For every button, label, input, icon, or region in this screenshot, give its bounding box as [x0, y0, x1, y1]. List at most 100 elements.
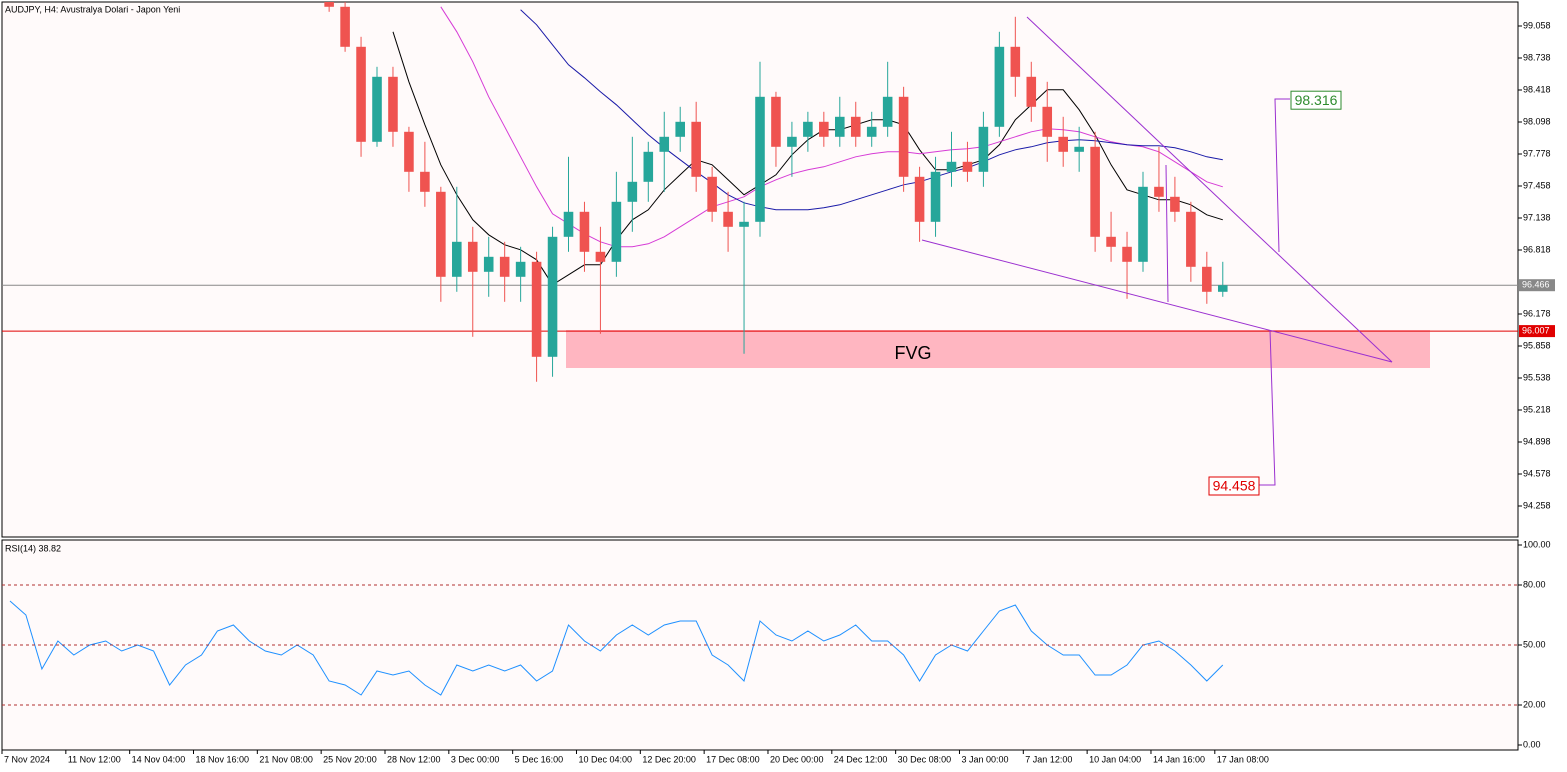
- candle-body: [436, 191, 446, 277]
- candle-body: [691, 121, 701, 177]
- y-tick-label: 97.778: [1523, 148, 1551, 158]
- candle-body: [755, 96, 765, 222]
- target-label: 98.316: [1295, 92, 1338, 108]
- candle-body: [627, 181, 638, 202]
- x-tick-label: 21 Nov 08:00: [259, 754, 313, 764]
- target-box: [1290, 90, 1342, 110]
- x-tick-label: 14 Jan 16:00: [1153, 754, 1205, 764]
- fvg-zone: [566, 330, 1430, 368]
- candle-body: [819, 121, 829, 137]
- y-tick-label: 94.578: [1523, 468, 1551, 478]
- y-tick-label: 100.00: [1523, 539, 1551, 549]
- x-tick-label: 10 Dec 04:00: [578, 754, 632, 764]
- x-tick-label: 28 Nov 12:00: [387, 754, 441, 764]
- y-tick-label: 97.458: [1523, 180, 1551, 190]
- x-tick-label: 20 Dec 00:00: [770, 754, 824, 764]
- x-tick-label: 11 Nov 12:00: [68, 754, 121, 764]
- candle-body: [324, 2, 334, 7]
- y-tick-label: 98.738: [1523, 52, 1551, 62]
- target-label: 94.458: [1213, 478, 1256, 494]
- candle-body: [898, 96, 909, 177]
- x-tick-label: 7 Jan 12:00: [1025, 754, 1072, 764]
- trend-line: [1026, 16, 1393, 363]
- candle-body: [643, 151, 654, 182]
- y-tick-label: 95.858: [1523, 340, 1551, 350]
- candle-body: [1026, 76, 1037, 107]
- level-label: 96.007: [1522, 325, 1550, 335]
- fvg-label: FVG: [894, 343, 931, 363]
- candle-body: [914, 176, 925, 222]
- chart-title: AUDJPY, H4: Avustralya Dolari - Japon Ye…: [5, 4, 180, 14]
- candle-body: [515, 261, 526, 277]
- y-tick-label: 50.00: [1523, 639, 1546, 649]
- y-tick-label: 80.00: [1523, 579, 1546, 589]
- candle-body: [1074, 146, 1084, 152]
- candle-body: [882, 96, 893, 127]
- projection-line: [1274, 98, 1290, 253]
- candle-body: [388, 76, 398, 132]
- target-box: [1208, 476, 1260, 496]
- candle-body: [787, 136, 797, 147]
- level-box: [1519, 325, 1555, 338]
- rsi-plot: [9, 600, 1224, 696]
- x-tick-label: 12 Dec 20:00: [642, 754, 696, 764]
- candle-body: [1090, 146, 1100, 237]
- candle-body: [978, 126, 989, 172]
- candle-body: [771, 96, 781, 147]
- x-tick-label: 24 Dec 12:00: [834, 754, 888, 764]
- candle-body: [946, 161, 957, 172]
- projection-line: [1258, 329, 1276, 486]
- candle-body: [930, 171, 941, 222]
- candle-body: [420, 171, 430, 192]
- x-tick-label: 18 Nov 16:00: [195, 754, 249, 764]
- candle-body: [1217, 285, 1228, 292]
- y-tick-label: 98.418: [1523, 84, 1551, 94]
- x-tick-label: 10 Jan 04:00: [1089, 754, 1141, 764]
- y-tick-label: 96.178: [1523, 308, 1551, 318]
- candle-body: [467, 241, 478, 272]
- candle-body: [1186, 211, 1196, 267]
- candle-body: [579, 211, 590, 252]
- candle-body: [1010, 46, 1021, 77]
- candle-body: [1202, 266, 1212, 292]
- candle-body: [1058, 136, 1068, 152]
- candle-body: [739, 221, 749, 227]
- x-tick-label: 30 Dec 08:00: [898, 754, 952, 764]
- candle-body: [483, 256, 494, 272]
- candle-body: [1138, 186, 1148, 262]
- y-tick-label: 97.138: [1523, 212, 1551, 222]
- candle-body: [675, 121, 685, 137]
- x-tick-label: 25 Nov 20:00: [323, 754, 377, 764]
- candle-body: [866, 126, 877, 137]
- candle-body: [563, 211, 574, 237]
- y-tick-label: 94.898: [1523, 436, 1551, 446]
- x-tick-label: 3 Dec 00:00: [451, 754, 500, 764]
- candle-body: [994, 46, 1005, 127]
- candle-body: [850, 116, 861, 137]
- candle-body: [452, 241, 462, 277]
- moving-average: [520, 9, 1223, 211]
- candle-body: [707, 176, 717, 212]
- x-tick-label: 17 Dec 08:00: [706, 754, 760, 764]
- y-tick-label: 95.538: [1523, 372, 1551, 382]
- candle-body: [404, 131, 414, 172]
- candle-body: [356, 46, 366, 142]
- x-tick-label: 7 Nov 2024: [4, 754, 50, 764]
- y-tick-label: 98.098: [1523, 116, 1551, 126]
- candle-body: [1122, 246, 1132, 262]
- candle-body: [1170, 196, 1180, 212]
- candle-body: [962, 161, 973, 172]
- y-tick-label: 99.058: [1523, 20, 1551, 30]
- candle-body: [372, 76, 382, 142]
- rsi-line: [9, 600, 1224, 696]
- candle-body: [835, 116, 845, 137]
- trend-line: [921, 239, 1393, 363]
- x-tick-label: 5 Dec 16:00: [515, 754, 564, 764]
- last-price-label: 96.466: [1522, 280, 1550, 290]
- x-tick-label: 14 Nov 04:00: [132, 754, 186, 764]
- candle-body: [499, 256, 510, 277]
- y-tick-label: 95.218: [1523, 404, 1551, 414]
- rsi-title: RSI(14) 38.82: [5, 543, 61, 553]
